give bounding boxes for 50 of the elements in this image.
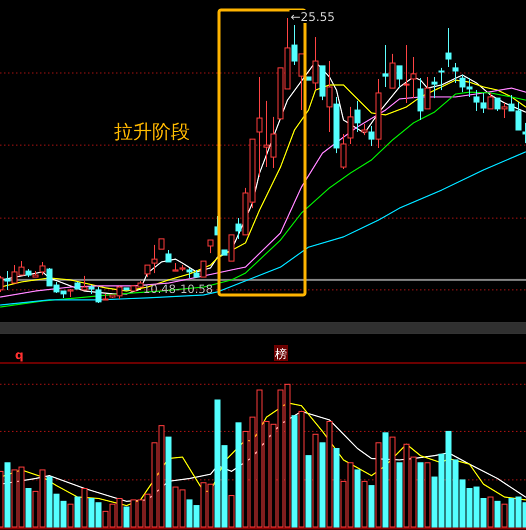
- candlestick: [348, 106, 354, 144]
- bar: [236, 422, 242, 528]
- bar: [124, 506, 130, 528]
- bar: [334, 448, 340, 528]
- bar: [26, 488, 32, 528]
- candlestick: [312, 36, 318, 91]
- candlestick: [354, 100, 360, 132]
- bar: [488, 496, 494, 528]
- candlestick: [446, 27, 452, 68]
- annotation: ←25.55: [290, 10, 335, 24]
- candlestick: [410, 56, 416, 99]
- bar: [82, 488, 88, 528]
- bar: [494, 500, 500, 528]
- bar: [312, 434, 318, 528]
- bar: [376, 442, 382, 528]
- candlestick: [236, 218, 242, 240]
- bar: [4, 462, 10, 528]
- bar: [396, 462, 402, 528]
- bar: [166, 436, 172, 528]
- candlestick: [376, 78, 382, 148]
- bar: [418, 462, 424, 528]
- bar: [68, 504, 74, 528]
- candlestick: [152, 244, 158, 274]
- bar: [320, 442, 326, 528]
- bar: [362, 480, 368, 528]
- bar: [306, 455, 312, 528]
- bar: [368, 485, 374, 528]
- bar: [354, 469, 360, 528]
- bar: [298, 410, 304, 528]
- bar: [74, 496, 80, 528]
- candlestick: [326, 60, 332, 132]
- candlestick: [480, 92, 486, 114]
- annotation: 拉升阶段: [114, 121, 190, 143]
- bar: [424, 462, 430, 528]
- candlestick: [452, 62, 458, 84]
- candlestick: [474, 90, 480, 112]
- bar: [390, 436, 396, 528]
- bar: [382, 432, 388, 528]
- candlestick: [256, 76, 262, 178]
- candlestick: [382, 44, 388, 88]
- bar: [228, 495, 234, 528]
- text: 榜: [275, 347, 287, 361]
- text: q: [15, 348, 24, 362]
- bar: [292, 415, 298, 528]
- candlestick: [418, 78, 424, 121]
- bar: [326, 420, 332, 528]
- bar: [502, 504, 508, 528]
- candlestick: [404, 44, 410, 104]
- candlestick: [368, 126, 374, 146]
- candlestick: [4, 270, 10, 290]
